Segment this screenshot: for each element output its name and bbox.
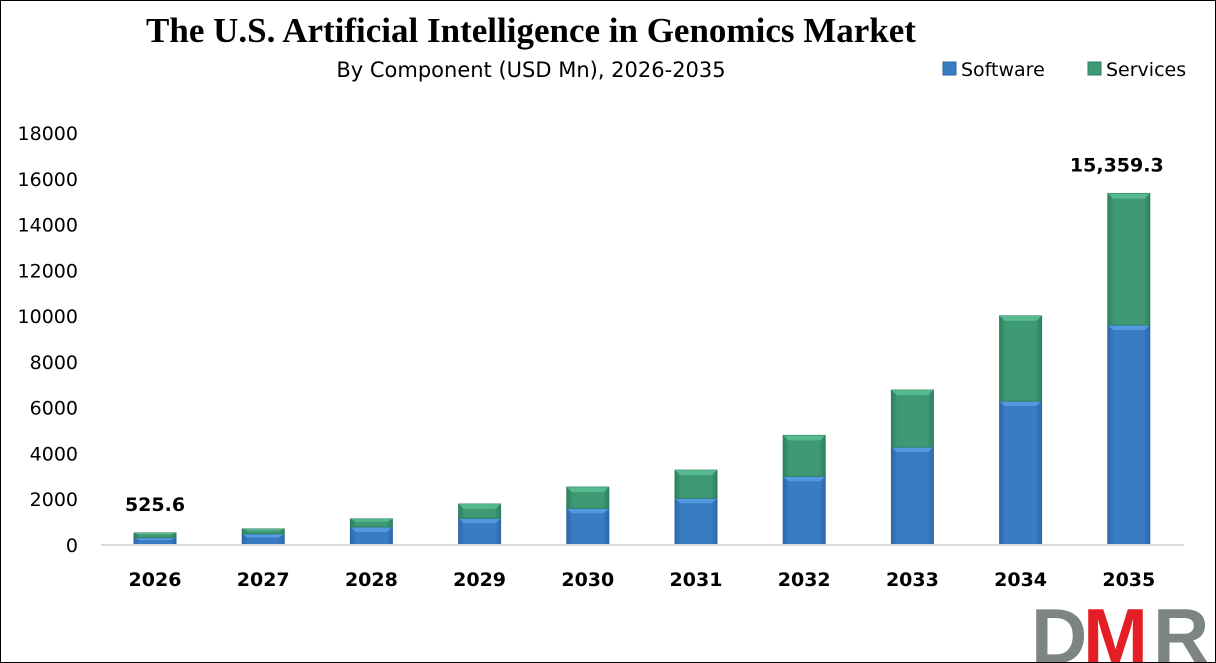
bar-software-2035[interactable] <box>1107 324 1151 546</box>
bar-software-2030[interactable] <box>566 507 610 546</box>
bar-bevel <box>675 470 717 476</box>
x-tick-label: 2033 <box>886 569 939 591</box>
bar-software-2034[interactable] <box>999 400 1043 546</box>
x-tick-label: 2029 <box>453 569 506 591</box>
bar-services-2032[interactable] <box>782 434 826 477</box>
bar-bevel <box>350 518 393 522</box>
chart-title: The U.S. Artificial Intelligence in Geno… <box>146 11 916 50</box>
x-tick-label: 2027 <box>237 569 290 591</box>
x-tick-label: 2031 <box>670 569 723 591</box>
x-tick-label: 2028 <box>345 569 398 591</box>
bar-bevel <box>242 528 285 531</box>
bar-bevel <box>134 537 176 541</box>
y-tick-label: 4000 <box>30 443 78 465</box>
bar-bevel <box>891 390 934 396</box>
x-axis: 2026 2027 2028 2029 2030 2031 2032 2033 2034 2035 <box>129 569 1156 591</box>
x-tick-label: 2032 <box>778 569 831 591</box>
bar-bevel <box>242 533 285 538</box>
bar-bevel <box>783 476 826 482</box>
y-tick-label: 2000 <box>30 489 78 511</box>
logo-letter-r: R <box>1153 592 1209 662</box>
legend-label-services: Services <box>1106 59 1186 81</box>
chart-subtitle: By Component (USD Mn), 2026-2035 <box>336 58 726 82</box>
bar-bevel <box>1107 193 1150 199</box>
bar-bevel <box>566 487 609 493</box>
bar-services-2035[interactable] <box>1107 192 1151 326</box>
y-axis: 0 2000 4000 6000 8000 10000 12000 14000 16000 180… <box>18 123 78 557</box>
y-tick-label: 10000 <box>18 306 78 328</box>
x-tick-label: 2026 <box>129 569 182 591</box>
dmr-logo: D M R <box>1031 592 1209 662</box>
legend-swatch-software <box>942 61 957 76</box>
bar-software-2031[interactable] <box>674 497 718 546</box>
bar-services-2034[interactable] <box>999 315 1043 402</box>
bar-software-2033[interactable] <box>890 446 934 546</box>
bar-bevel <box>999 401 1042 407</box>
bar-software-2032[interactable] <box>782 475 826 546</box>
data-label-2035: 15,359.3 <box>1070 154 1164 176</box>
bar-bevel <box>675 498 717 504</box>
logo-letter-d: D <box>1031 592 1087 662</box>
legend: Software Services <box>942 59 1186 81</box>
y-tick-label: 18000 <box>18 123 78 145</box>
x-tick-label: 2035 <box>1102 569 1155 591</box>
bar-bevel <box>134 532 176 535</box>
bar-bevel <box>566 508 609 514</box>
y-tick-label: 16000 <box>18 169 78 191</box>
x-tick-label: 2034 <box>994 569 1047 591</box>
y-tick-label: 6000 <box>30 398 78 420</box>
logo-letter-m: M <box>1083 592 1148 662</box>
bar-services-2033[interactable] <box>890 389 934 448</box>
legend-item-services[interactable]: Services <box>1087 59 1186 81</box>
data-label-2026: 525.6 <box>125 494 185 516</box>
y-tick-label: 14000 <box>18 215 78 237</box>
bar-bevel <box>783 435 826 441</box>
bar-bevel <box>458 504 501 509</box>
bar-bevel <box>350 526 393 532</box>
y-tick-label: 0 <box>66 535 78 557</box>
bars <box>133 192 1151 546</box>
bar-bevel <box>891 447 934 453</box>
legend-label-software: Software <box>961 59 1045 81</box>
bar-bevel <box>999 315 1042 321</box>
data-labels: 525.6 15,359.3 <box>125 154 1164 516</box>
bar-bevel <box>458 518 501 524</box>
y-tick-label: 8000 <box>30 352 78 374</box>
legend-item-software[interactable]: Software <box>942 59 1045 81</box>
legend-swatch-services <box>1087 61 1102 76</box>
x-tick-label: 2030 <box>561 569 614 591</box>
y-tick-label: 12000 <box>18 260 78 282</box>
bar-bevel <box>1107 325 1150 331</box>
